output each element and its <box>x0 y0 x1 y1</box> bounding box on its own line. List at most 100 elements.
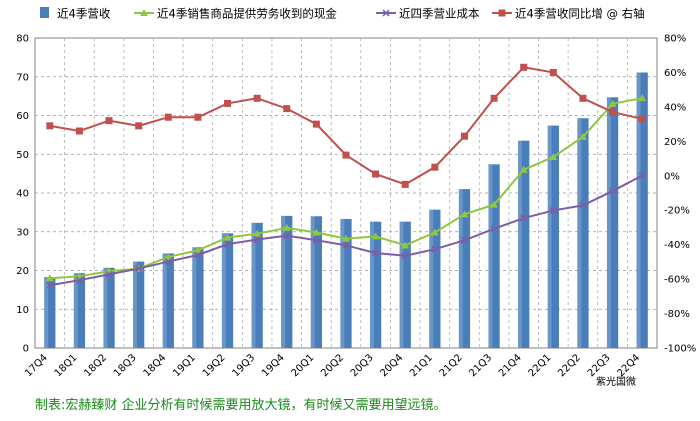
marker-square <box>579 94 587 102</box>
bar-highlight <box>281 215 286 348</box>
bar-highlight <box>340 218 345 348</box>
marker-triangle <box>164 252 173 260</box>
marker-square <box>401 180 409 188</box>
legend-label: 近四季营业成本 <box>399 7 480 21</box>
marker-x <box>253 235 261 244</box>
marker-x <box>75 276 83 284</box>
marker-x <box>520 214 528 222</box>
bars-revenue <box>44 72 648 349</box>
marker-square <box>194 113 202 121</box>
bar-revenue <box>399 221 411 348</box>
marker-square <box>253 94 261 102</box>
marker-triangle <box>519 165 528 173</box>
marker-triangle <box>608 99 617 107</box>
marker-square <box>283 105 291 113</box>
marker-square <box>549 68 557 76</box>
bar-revenue <box>310 216 323 348</box>
marker-square <box>224 99 232 107</box>
marker-x <box>312 236 320 244</box>
marker-triangle <box>578 132 587 140</box>
bar-highlight <box>251 222 256 348</box>
marker-x <box>372 249 380 257</box>
bar-revenue <box>221 233 234 348</box>
marker-triangle <box>430 228 439 236</box>
marker-x <box>579 201 587 209</box>
bar-revenue <box>518 140 530 348</box>
bar-revenue <box>369 221 382 348</box>
marker-square <box>135 122 143 130</box>
bar-revenue <box>636 72 648 349</box>
bar-highlight <box>103 267 108 348</box>
marker-x <box>490 225 498 233</box>
marker-triangle <box>371 232 380 240</box>
y-left-tick-label: 40 <box>16 189 29 200</box>
marker-square <box>342 151 350 159</box>
y-left-tick-label: 30 <box>16 227 29 238</box>
bar-highlight <box>488 164 493 348</box>
bar-highlight <box>133 261 137 348</box>
marker-x <box>46 281 54 289</box>
marker-x <box>105 270 113 278</box>
marker-square <box>164 113 172 121</box>
legend-label: 近4季营收同比增 @ 右轴 <box>515 7 645 21</box>
bar-revenue <box>162 253 174 348</box>
marker-square <box>372 170 380 178</box>
marker-x <box>609 187 617 195</box>
y-right-tick-label: 40% <box>664 102 686 113</box>
bar-revenue <box>281 215 293 348</box>
marker-x <box>135 265 143 273</box>
y-right-tick-label: 20% <box>664 137 686 148</box>
marker-square <box>312 120 320 128</box>
bar-highlight <box>399 221 404 348</box>
marker-triangle <box>638 94 647 102</box>
y-right-tick-label: 60% <box>664 68 686 79</box>
legend-label: 近4季营收 <box>57 7 111 21</box>
marker-triangle <box>342 234 350 242</box>
bar-highlight <box>518 140 523 348</box>
y-left-tick-label: 10 <box>16 305 29 316</box>
bar-revenue <box>488 164 500 348</box>
marker-square <box>609 108 617 116</box>
marker-triangle <box>490 200 499 208</box>
bar-revenue <box>103 267 115 348</box>
marker-x <box>638 172 646 180</box>
marker-square <box>520 63 528 71</box>
marker-triangle <box>549 152 558 160</box>
y-right-tick-label: -20% <box>664 206 690 217</box>
bar-highlight <box>636 72 641 349</box>
y-right-tick-label: -40% <box>664 240 690 251</box>
y-right-tick-label: 80% <box>664 34 686 45</box>
y-left-tick-label: 0 <box>23 344 29 355</box>
marker-triangle <box>282 223 291 231</box>
bar-revenue <box>606 97 619 348</box>
marker-square <box>460 132 468 140</box>
marker-square <box>490 94 498 102</box>
bar-revenue <box>547 125 559 348</box>
marker-triangle <box>253 229 262 237</box>
marker-triangle <box>401 241 410 249</box>
bar-highlight <box>192 247 197 348</box>
legend-swatch-bar <box>40 7 49 18</box>
watermark: 紫光国微 <box>596 375 636 388</box>
marker-triangle <box>140 9 148 16</box>
y-left-tick-label: 60 <box>16 111 29 122</box>
y-left-tick-label: 20 <box>16 266 29 277</box>
bar-revenue <box>73 273 86 348</box>
marker-x <box>194 251 202 259</box>
series-lines <box>45 63 647 289</box>
marker-triangle <box>460 210 469 218</box>
bar-highlight <box>369 221 374 348</box>
marker-square <box>46 122 54 130</box>
bar-highlight <box>577 118 582 349</box>
bar-highlight <box>73 273 78 348</box>
legend: 近4季营收 近4季销售商品提供劳务收到的现金 近四季营业成本 近4季营收同比增 @ 右… <box>40 7 645 21</box>
marker-triangle <box>223 233 232 241</box>
marker-x <box>549 206 557 214</box>
y-right-tick-label: -100% <box>664 344 696 355</box>
bar-highlight <box>310 216 315 348</box>
marker-x <box>401 252 409 260</box>
bar-revenue <box>458 189 471 348</box>
bar-revenue <box>133 261 145 348</box>
marker-triangle <box>45 274 54 282</box>
